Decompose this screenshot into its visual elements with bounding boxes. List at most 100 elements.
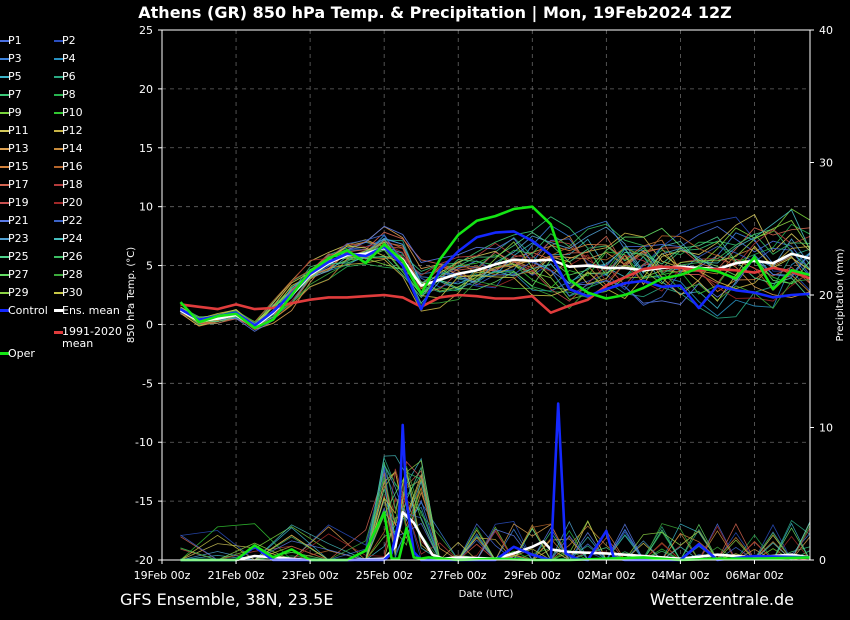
- member-precip-line: [180, 496, 811, 561]
- legend-swatch: [0, 184, 9, 186]
- legend-label: P26: [62, 250, 83, 263]
- legend-label: P24: [62, 232, 83, 245]
- legend-swatch: [0, 309, 9, 312]
- legend-label: P20: [62, 196, 83, 209]
- member-temp-line: [180, 208, 811, 323]
- legend-label: P16: [62, 160, 83, 173]
- x-tick-label: 02Mar 00z: [577, 569, 635, 582]
- axes: -20 -15 -10 -5 0 5 10 15 20 25 0 10 20 30 40 19Feb 00z 2…: [126, 24, 846, 600]
- legend-label: P8: [62, 88, 76, 101]
- y-tick-label: 0: [146, 318, 153, 331]
- oper-temp-line: [179, 205, 811, 330]
- legend-swatch: [0, 220, 9, 222]
- legend-label: 1991-2020 mean: [62, 325, 122, 350]
- legend-label: P15: [8, 160, 29, 173]
- legend-swatch: [54, 331, 63, 334]
- x-tick-label: 25Feb 00z: [356, 569, 413, 582]
- legend-swatch: [0, 352, 9, 355]
- legend-label: Control: [8, 304, 48, 317]
- x-axis-label: Date (UTC): [459, 589, 514, 600]
- legend-swatch: [54, 130, 63, 132]
- legend-label: P2: [62, 34, 76, 47]
- footer-site: Wetterzentrale.de: [649, 590, 794, 609]
- legend-swatch: [54, 40, 63, 42]
- x-tick-label: 21Feb 00z: [208, 569, 265, 582]
- legend-label: P19: [8, 196, 29, 209]
- x-tick-label: 27Feb 00z: [430, 569, 487, 582]
- legend-swatch: [54, 94, 63, 96]
- legend-swatch: [0, 58, 9, 60]
- legend-swatch: [0, 256, 9, 258]
- footer-model-info: GFS Ensemble, 38N, 23.5E: [120, 590, 334, 609]
- y-tick-label: 5: [146, 260, 153, 273]
- oper-precip-line: [180, 510, 811, 562]
- legend-label: P18: [62, 178, 83, 191]
- legend-label: Ens. mean: [62, 304, 120, 317]
- legend-swatch: [0, 238, 9, 240]
- y-tick-label: -5: [142, 377, 153, 390]
- legend-swatch: [54, 76, 63, 78]
- y-axis-label: 850 hPa Temp. (°C): [126, 247, 137, 343]
- member-temp-line: [180, 225, 811, 331]
- member-precip-line: [180, 456, 811, 561]
- legend-swatch: [0, 148, 9, 150]
- x-tick-label: 04Mar 00z: [651, 569, 709, 582]
- legend-swatch: [54, 256, 63, 258]
- member-precip-line: [180, 468, 810, 561]
- legend-label: P10: [62, 106, 83, 119]
- y2-tick-label: 10: [819, 422, 833, 435]
- member-precip-line: [180, 455, 811, 561]
- legend-swatch: [0, 292, 9, 294]
- x-tick-label: 19Feb 00z: [134, 569, 191, 582]
- legend-label: P1: [8, 34, 22, 47]
- y-tick-label: -10: [135, 436, 153, 449]
- legend-swatch: [54, 202, 63, 204]
- legend-swatch: [0, 76, 9, 78]
- y-tick-label: -15: [135, 495, 153, 508]
- legend-swatch: [54, 148, 63, 150]
- legend-label: P28: [62, 268, 83, 281]
- legend-swatch: [54, 184, 63, 186]
- grid: [161, 29, 810, 561]
- member-temp-line: [180, 245, 811, 327]
- y2-tick-label: 30: [819, 157, 833, 170]
- y-tick-label: 25: [139, 24, 153, 37]
- legend-label: P5: [8, 70, 22, 83]
- y2-axis-label: Precipitation (mm): [835, 248, 846, 341]
- legend-swatch: [54, 274, 63, 276]
- legend-label: Oper: [8, 347, 35, 360]
- member-temp-line: [180, 235, 811, 328]
- legend-swatch: [0, 130, 9, 132]
- legend-label: P25: [8, 250, 29, 263]
- y-tick-label: -20: [135, 554, 153, 567]
- legend-swatch: [0, 94, 9, 96]
- legend-swatch: [0, 112, 9, 114]
- legend-swatch: [54, 292, 63, 294]
- legend-label: P21: [8, 214, 29, 227]
- y-tick-label: 10: [139, 201, 153, 214]
- legend-label: P29: [8, 286, 29, 299]
- legend-label: P22: [62, 214, 83, 227]
- legend-swatch: [54, 309, 63, 312]
- legend-swatch: [0, 166, 9, 168]
- control-temp-line: [179, 230, 811, 327]
- legend-label: P13: [8, 142, 29, 155]
- legend-swatch: [0, 274, 9, 276]
- ensemble-members: [180, 208, 811, 561]
- y-tick-label: 20: [139, 83, 153, 96]
- legend-label: P27: [8, 268, 29, 281]
- plot-frame: [161, 29, 811, 561]
- legend-label: P30: [62, 286, 83, 299]
- legend-swatch: [54, 58, 63, 60]
- member-temp-line: [180, 213, 811, 326]
- member-precip-line: [180, 457, 811, 561]
- y2-tick-label: 20: [819, 289, 833, 302]
- legend-label: P11: [8, 124, 29, 137]
- legend-swatch: [54, 238, 63, 240]
- legend-swatch: [0, 40, 9, 42]
- legend-label: P12: [62, 124, 83, 137]
- legend-label: P6: [62, 70, 76, 83]
- legend-label: P23: [8, 232, 29, 245]
- legend-label: P4: [62, 52, 76, 65]
